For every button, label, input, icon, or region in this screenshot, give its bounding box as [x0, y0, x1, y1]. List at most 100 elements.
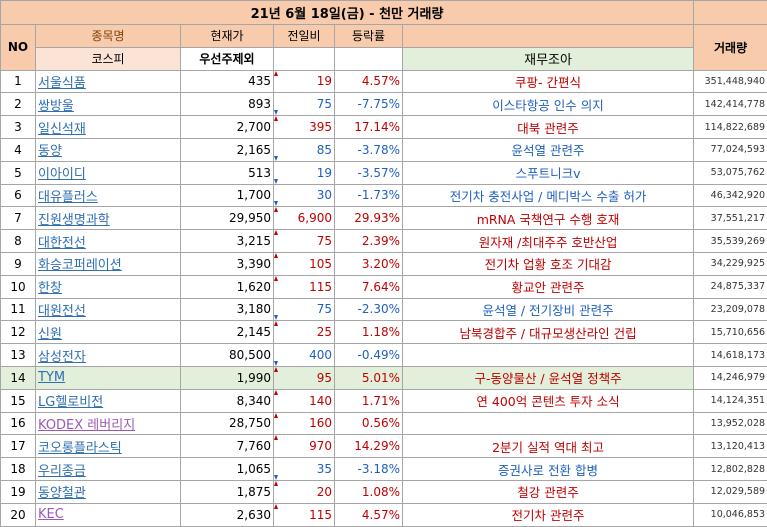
stock-name-cell: 신원 [36, 321, 181, 344]
current-price: 1,065 [181, 458, 274, 481]
stock-note: 전기차 업황 호조 기대감 [403, 252, 694, 275]
stock-name-link[interactable]: 진원생명과학 [38, 213, 110, 228]
current-price: 3,180 [181, 298, 274, 321]
change-rate: 4.57% [335, 70, 403, 93]
stock-name-link[interactable]: 한창 [38, 281, 62, 296]
up-marker-icon [274, 390, 278, 395]
current-price: 3,215 [181, 230, 274, 253]
stock-name-link[interactable]: 신원 [38, 327, 62, 342]
trade-volume: 142,414,778 [694, 93, 767, 116]
price-change-value: 6,900 [298, 211, 332, 225]
trade-volume: 114,822,689 [694, 116, 767, 139]
change-rate: -1.73% [335, 184, 403, 207]
change-rate: -3.78% [335, 138, 403, 161]
change-rate: -7.75% [335, 93, 403, 116]
trade-volume: 77,024,593 [694, 138, 767, 161]
stock-name-cell: 일신석재 [36, 116, 181, 139]
row-number: 16 [1, 412, 36, 435]
current-price: 513 [181, 161, 274, 184]
stock-name-cell: 동양 [36, 138, 181, 161]
price-change: 35 [274, 458, 335, 481]
stock-name-link[interactable]: 대한전선 [38, 236, 86, 251]
subheader-note: 재무조아 [403, 47, 694, 70]
row-number: 9 [1, 252, 36, 275]
subheader-blank-1 [274, 47, 335, 70]
stock-name-cell: 코오롱플라스틱 [36, 435, 181, 458]
price-change: 400 [274, 344, 335, 367]
change-rate: -3.57% [335, 161, 403, 184]
trade-volume: 14,618,173 [694, 344, 767, 367]
stock-name-cell: 쌍방울 [36, 93, 181, 116]
down-marker-icon [274, 315, 278, 320]
page-title: 21년 6월 18일(금) - 천만 거래량 [1, 1, 694, 25]
stock-name-link[interactable]: 코오롱플라스틱 [38, 441, 122, 456]
stock-note: 2분기 실적 역대 최고 [403, 435, 694, 458]
stock-name-link[interactable]: 이아이디 [38, 167, 86, 182]
price-change-value: 105 [309, 257, 332, 271]
stock-name-link[interactable]: 동양 [38, 144, 62, 159]
up-marker-icon [274, 276, 278, 281]
change-rate: 5.01% [335, 366, 403, 389]
up-marker-icon [274, 435, 278, 440]
price-change-value: 19 [317, 74, 332, 88]
stock-name-link[interactable]: 대원전선 [38, 304, 86, 319]
price-change-value: 19 [317, 166, 332, 180]
change-rate: -2.30% [335, 298, 403, 321]
change-rate: 1.08% [335, 480, 403, 503]
stock-name-cell: 한창 [36, 275, 181, 298]
current-price: 7,760 [181, 435, 274, 458]
title-blank [694, 1, 767, 25]
price-change: 20 [274, 480, 335, 503]
row-number: 13 [1, 344, 36, 367]
header-rate: 등락률 [335, 25, 403, 48]
price-change-value: 115 [309, 280, 332, 294]
stock-name-link[interactable]: 서울식품 [38, 76, 86, 91]
stock-name-link[interactable]: TYM [38, 370, 65, 385]
stock-note [403, 412, 694, 435]
stock-note: 쿠팡- 간편식 [403, 70, 694, 93]
price-change: 25 [274, 321, 335, 344]
stock-name-link[interactable]: 우리종금 [38, 464, 86, 479]
row-number: 3 [1, 116, 36, 139]
down-marker-icon [274, 110, 278, 115]
up-marker-icon [274, 481, 278, 486]
trade-volume: 13,120,413 [694, 435, 767, 458]
price-change-value: 35 [317, 462, 332, 476]
change-rate: 14.29% [335, 435, 403, 458]
current-price: 2,145 [181, 321, 274, 344]
row-number: 8 [1, 230, 36, 253]
change-rate: 1.71% [335, 389, 403, 412]
stock-note: 증권사로 전환 합병 [403, 458, 694, 481]
stock-name-link[interactable]: 대유플러스 [38, 190, 98, 205]
stock-name-link[interactable]: 일신석재 [38, 122, 86, 137]
stock-name-link[interactable]: KEC [38, 507, 64, 522]
stock-name-link[interactable]: 화승코퍼레이션 [38, 258, 122, 273]
header-note-blank [403, 25, 694, 48]
header-price: 현재가 [181, 25, 274, 48]
price-change: 75 [274, 230, 335, 253]
stock-name-link[interactable]: KODEX 레버리지 [38, 418, 135, 433]
stock-note: 스푸트니크v [403, 161, 694, 184]
price-change: 95 [274, 366, 335, 389]
price-change: 160 [274, 412, 335, 435]
down-marker-icon [274, 475, 278, 480]
stock-name-link[interactable]: 쌍방울 [38, 99, 74, 114]
price-change: 115 [274, 275, 335, 298]
stock-name-cell: 대유플러스 [36, 184, 181, 207]
trade-volume: 53,075,762 [694, 161, 767, 184]
stock-name-link[interactable]: 동양철관 [38, 486, 86, 501]
stock-name-link[interactable]: LG헬로비전 [38, 395, 103, 410]
price-change-value: 25 [317, 325, 332, 339]
stock-name-link[interactable]: 삼성전자 [38, 350, 86, 365]
